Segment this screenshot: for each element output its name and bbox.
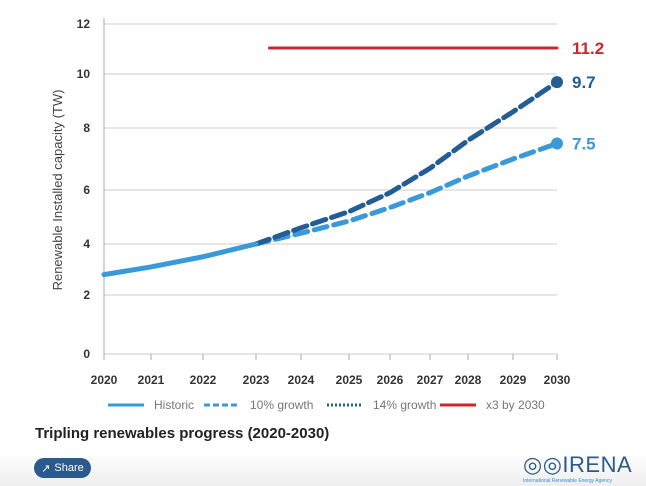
x-tick-label: 2022 xyxy=(190,373,217,387)
share-button[interactable]: ↗ Share xyxy=(34,458,91,478)
series-line-10-growth xyxy=(253,141,560,247)
x-tick-label: 2029 xyxy=(500,373,527,387)
x-tick-label: 2026 xyxy=(377,373,404,387)
logo-subtitle: International Renewable Energy Agency xyxy=(523,478,612,484)
end-value-label: 9.7 xyxy=(572,73,596,92)
legend-label: x3 by 2030 xyxy=(486,398,545,412)
x-tick-label: 2024 xyxy=(288,373,315,387)
y-axis-label: Renewable Installed capacity (TW) xyxy=(50,90,65,291)
logo-name: IRENA xyxy=(562,452,633,477)
end-point-marker xyxy=(551,137,563,150)
end-point-marker xyxy=(551,76,563,89)
y-tick-label: 0 xyxy=(83,347,90,361)
x-tick-label: 2020 xyxy=(91,373,118,387)
globe-icon: ◎◎ xyxy=(523,452,563,477)
footer-bar xyxy=(0,452,646,486)
y-tick-label: 10 xyxy=(77,67,91,81)
y-tick-label: 8 xyxy=(83,121,90,135)
x-tick-label: 2021 xyxy=(138,373,165,387)
x-tick-label: 2023 xyxy=(243,373,270,387)
y-tick-label: 4 xyxy=(83,237,90,251)
x-tick-label: 2025 xyxy=(336,373,363,387)
y-tick-label: 12 xyxy=(77,17,91,31)
legend-label: 10% growth xyxy=(250,398,313,412)
chart-title: Tripling renewables progress (2020-2030) xyxy=(35,425,330,442)
end-value-label: 7.5 xyxy=(572,135,596,154)
share-label: Share xyxy=(54,462,84,474)
series-line-historic xyxy=(101,241,259,278)
y-tick-label: 2 xyxy=(83,288,90,302)
legend-label: 14% growth xyxy=(373,398,436,412)
x-tick-label: 2027 xyxy=(417,373,444,387)
series-line-14-growth xyxy=(253,79,560,247)
end-value-label: 11.2 xyxy=(572,39,604,58)
y-tick-label: 6 xyxy=(83,183,90,197)
share-icon: ↗ xyxy=(41,462,51,475)
x-tick-label: 2028 xyxy=(455,373,482,387)
legend-label: Historic xyxy=(154,398,194,412)
chart: 0 2 4 6 8 10 12 2020 2021 2022 2023 2024 2025 2026 202… xyxy=(50,17,604,412)
irena-logo: ◎◎IRENA International Renewable Energy A… xyxy=(523,452,632,484)
x-tick-label: 2030 xyxy=(544,373,571,387)
